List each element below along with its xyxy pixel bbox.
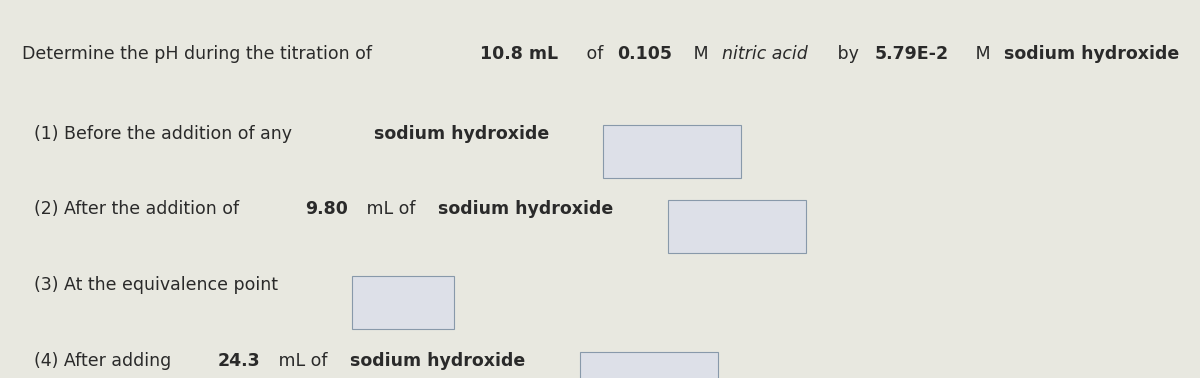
Text: 24.3: 24.3 <box>217 352 260 370</box>
Text: 0.105: 0.105 <box>617 45 672 64</box>
FancyBboxPatch shape <box>352 276 454 329</box>
Text: sodium hydroxide: sodium hydroxide <box>350 352 526 370</box>
Text: (2) After the addition of: (2) After the addition of <box>34 200 245 218</box>
Text: Determine the pH during the titration of: Determine the pH during the titration of <box>22 45 377 64</box>
FancyBboxPatch shape <box>604 125 742 178</box>
Text: sodium hydroxide: sodium hydroxide <box>438 200 613 218</box>
Text: 5.79E-2: 5.79E-2 <box>874 45 948 64</box>
Text: mL of: mL of <box>361 200 421 218</box>
Text: M: M <box>970 45 996 64</box>
Text: sodium hydroxide: sodium hydroxide <box>1003 45 1178 64</box>
Text: by: by <box>833 45 865 64</box>
Text: (3) At the equivalence point: (3) At the equivalence point <box>34 276 277 294</box>
Text: (1) Before the addition of any: (1) Before the addition of any <box>34 125 298 143</box>
Text: 9.80: 9.80 <box>305 200 348 218</box>
FancyBboxPatch shape <box>580 352 718 378</box>
Text: nitric acid: nitric acid <box>721 45 808 64</box>
Text: of: of <box>581 45 608 64</box>
Text: (4) After adding: (4) After adding <box>34 352 176 370</box>
Text: M: M <box>688 45 714 64</box>
Text: sodium hydroxide: sodium hydroxide <box>373 125 548 143</box>
Text: mL of: mL of <box>272 352 332 370</box>
FancyBboxPatch shape <box>668 200 806 253</box>
Text: 10.8 mL: 10.8 mL <box>480 45 558 64</box>
